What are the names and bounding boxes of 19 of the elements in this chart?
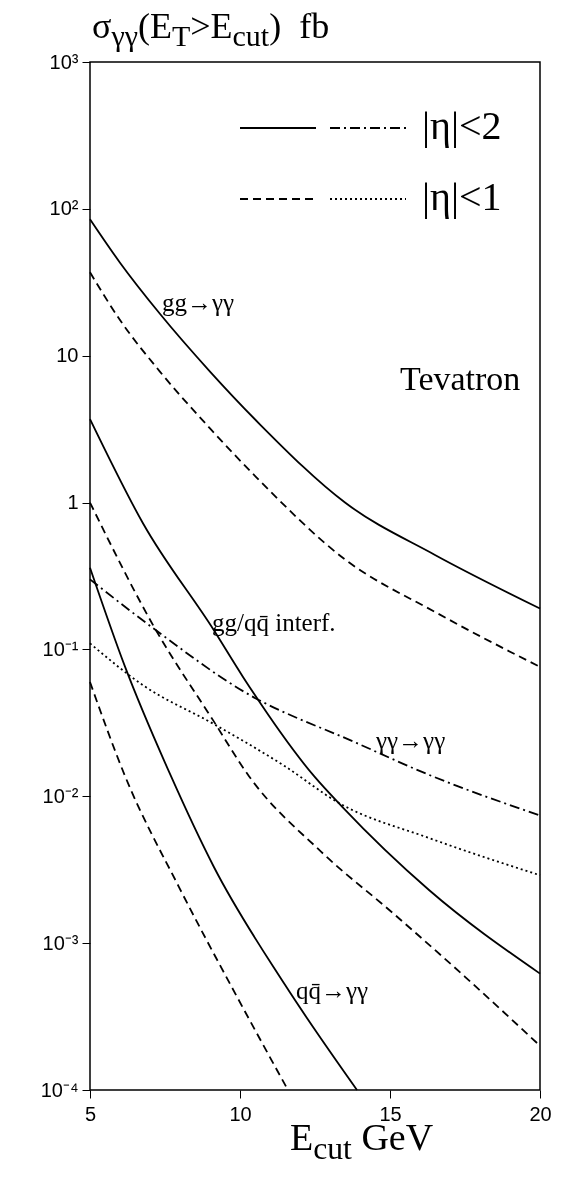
y-tick-label: 10² <box>49 197 79 220</box>
legend-label: |η|<2 <box>422 103 502 148</box>
y-tick-label: 10 <box>56 344 79 367</box>
x-tick-label: 5 <box>84 1102 97 1125</box>
annotation: γγ→γγ <box>376 727 446 754</box>
annotation: Tevatron <box>400 360 521 397</box>
annotation: qq̄→γγ <box>296 977 369 1004</box>
y-tick-label: 10⁻⁴ <box>40 1078 79 1101</box>
y-axis-title: σ$_{γγ}$(E$_{T}$>E$_{cut}$) fb <box>92 6 330 53</box>
y-tick-label: 10⁻² <box>42 784 79 807</box>
annotation: gg→γγ <box>162 289 235 316</box>
x-tick-label: 20 <box>529 1102 552 1125</box>
legend-label: |η|<1 <box>422 174 502 219</box>
y-tick-label: 1 <box>67 491 79 514</box>
y-tick-label: 10⁻³ <box>42 931 79 954</box>
y-tick-label: 10³ <box>49 50 79 73</box>
annotation: gg/qq̄ interf. <box>212 609 336 636</box>
x-tick-label: 10 <box>229 1102 252 1125</box>
y-tick-label: 10⁻¹ <box>42 637 79 660</box>
